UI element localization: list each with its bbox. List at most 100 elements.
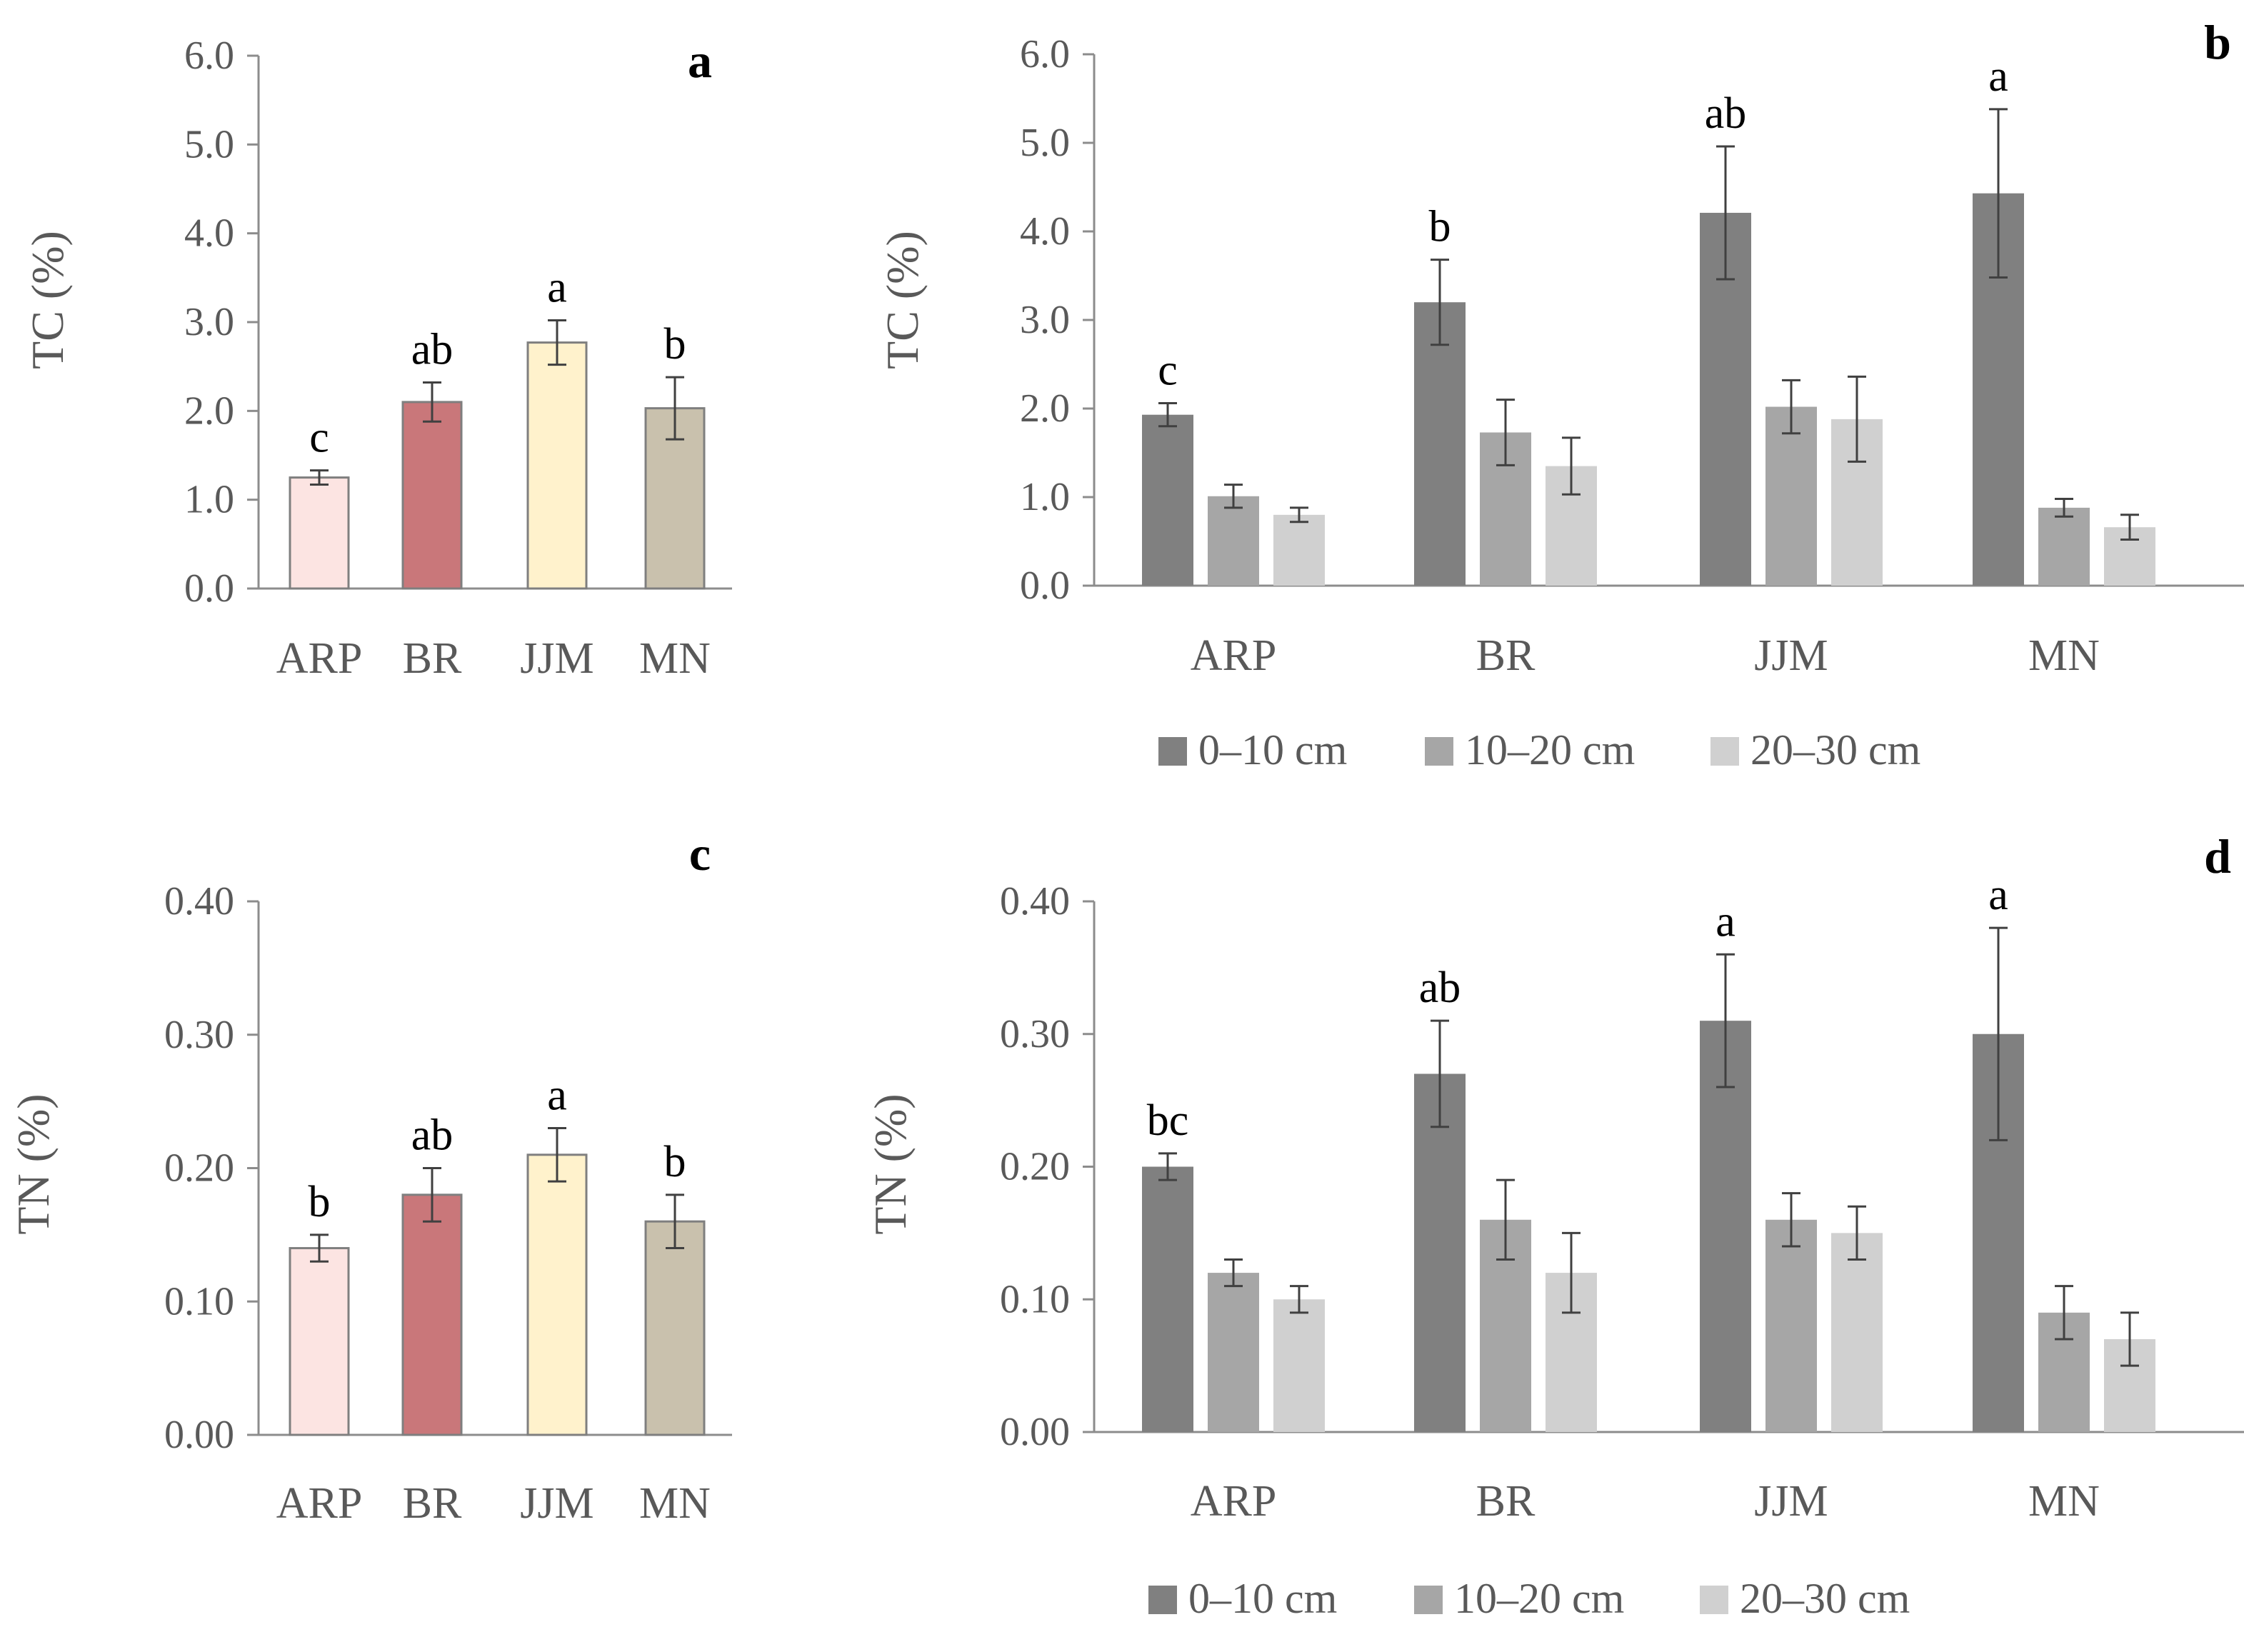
y-tick-label: 0.0 [1020,564,1070,608]
y-tick-label: 0.40 [1000,879,1070,923]
significance-letter: ab [1419,963,1461,1012]
x-tick-label: ARP [1191,631,1277,680]
y-tick-label: 2.0 [1020,386,1070,431]
x-tick-label: ARP [276,1479,363,1528]
bar [526,1153,588,1436]
significance-letter: b [309,1178,331,1226]
x-tick-label: MN [639,1479,711,1528]
y-tick-label: 0.40 [164,879,234,923]
x-tick-label: ARP [1191,1477,1277,1526]
significance-letter: c [1158,346,1178,395]
bar [2038,507,2090,586]
bar [1831,1233,1883,1432]
y-tick-label: 0.00 [164,1413,234,1457]
panel-label: c [689,826,711,881]
x-tick-label: JJM [1754,631,1828,680]
y-tick-label: 0.20 [1000,1145,1070,1189]
significance-letter: b [1429,203,1451,251]
legend-swatch [1710,737,1739,766]
bar [1700,1021,1751,1432]
legend-swatch [1425,737,1453,766]
panel-d: 0.00 0.10 0.20 0.30 0.40 TN (%) d ARP BR JJM MN bc a… [865,829,2244,1622]
bar [1414,302,1466,586]
y-tick-label: 6.0 [1020,32,1070,76]
legend-label: 20–30 cm [1740,1575,1910,1622]
significance-letter: b [664,320,686,369]
legend-label: 0–10 cm [1198,726,1347,774]
y-tick-label: 0.10 [164,1279,234,1323]
y-tick-label: 0.10 [1000,1277,1070,1321]
panel-b: 0.0 1.0 2.0 3.0 4.0 5.0 6.0 TC (%) b ARP BR JJM MN c b… [877,15,2244,774]
y-tick-label: 4.0 [184,211,234,256]
x-tick-label: MN [2028,1477,2100,1526]
panel-label: d [2204,829,2231,883]
x-tick-label: MN [639,634,711,683]
bar [1414,1073,1466,1432]
bar [289,1247,350,1436]
legend-label: 0–10 cm [1188,1575,1337,1622]
legend-swatch [1700,1586,1728,1614]
significance-letter: ab [1705,89,1747,138]
y-tick-label: 6.0 [184,34,234,78]
y-tick-label: 5.0 [1020,121,1070,165]
x-tick-label: BR [403,634,462,683]
bar [401,401,463,590]
y-tick-label: 5.0 [184,122,234,166]
panel-label: a [688,34,712,88]
significance-letter: a [1988,52,2008,101]
bar [1273,1299,1325,1432]
panel-label: b [2204,15,2231,69]
bar [401,1193,463,1436]
panel-a: 0.0 1.0 2.0 3.0 4.0 5.0 6.0 TC (%) a ARP BR JJM MN c a… [22,34,732,683]
y-tick-label: 3.0 [184,300,234,344]
significance-letter: b [664,1138,686,1186]
y-tick-label: 0.30 [164,1013,234,1057]
y-tick-label: 2.0 [184,389,234,433]
x-tick-label: BR [403,1479,462,1528]
y-tick-label: 0.00 [1000,1410,1070,1454]
x-tick-label: ARP [276,634,363,683]
significance-letter: a [1715,897,1735,946]
bar [644,1220,706,1436]
significance-letter: c [309,414,329,462]
bar [526,341,588,590]
y-tick-label: 1.0 [1020,475,1070,519]
significance-letter: ab [411,1111,454,1160]
legend: 0–10 cm 10–20 cm 20–30 cm [1148,1575,1910,1622]
legend-label: 10–20 cm [1454,1575,1624,1622]
legend-label: 10–20 cm [1465,726,1635,774]
bar [1208,1273,1259,1432]
legend-swatch [1158,737,1187,766]
y-tick-label: 0.30 [1000,1012,1070,1056]
significance-letter: ab [411,326,454,374]
y-tick-label: 0.20 [164,1146,234,1191]
x-tick-label: JJM [1754,1477,1828,1526]
bar [1142,414,1193,586]
y-axis-label: TN (%) [865,1093,916,1234]
x-tick-label: MN [2028,631,2100,680]
x-tick-label: JJM [520,1479,593,1528]
y-tick-label: 0.0 [184,566,234,611]
significance-letter: a [547,264,567,312]
bar [1208,496,1259,586]
legend: 0–10 cm 10–20 cm 20–30 cm [1158,726,1920,774]
bar [1765,1219,1817,1432]
legend-swatch [1148,1586,1177,1614]
bar [1142,1166,1193,1432]
y-tick-label: 3.0 [1020,298,1070,342]
bar [1273,514,1325,586]
significance-letter: a [547,1071,567,1119]
significance-letter: bc [1147,1096,1189,1145]
legend-label: 20–30 cm [1750,726,1920,774]
legend-swatch [1414,1586,1443,1614]
y-tick-label: 1.0 [184,478,234,522]
bar [289,476,350,590]
x-tick-label: JJM [520,634,593,683]
y-tick-label: 4.0 [1020,209,1070,254]
x-tick-label: BR [1476,631,1536,680]
y-axis-label: TN (%) [8,1093,59,1234]
significance-letter: a [1988,871,2008,919]
y-axis-label: TC (%) [877,231,928,369]
